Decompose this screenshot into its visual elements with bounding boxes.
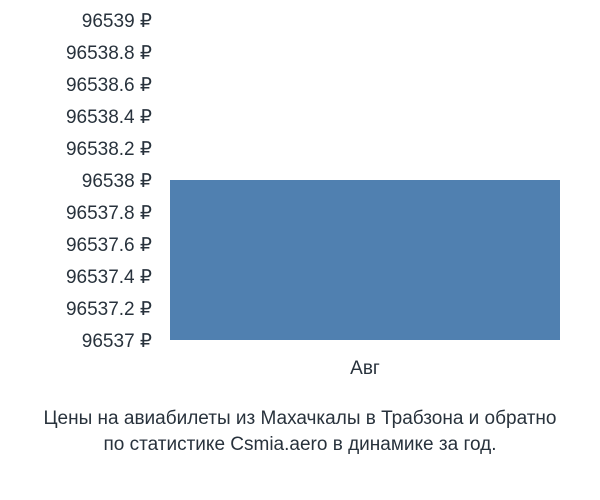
caption-line-2: по статистике Csmia.aero в динамике за г… — [0, 432, 600, 458]
plot-area — [160, 20, 570, 340]
y-tick-label: 96537.2 ₽ — [0, 298, 152, 321]
bar — [170, 180, 560, 340]
y-tick-label: 96537 ₽ — [0, 330, 152, 353]
y-tick-label: 96538.2 ₽ — [0, 138, 152, 161]
x-tick-label: Авг — [350, 358, 380, 380]
chart-container: 96537 ₽ 96537.2 ₽ 96537.4 ₽ 96537.6 ₽ 96537.… — [0, 0, 600, 500]
y-axis: 96537 ₽96537.2 ₽96537.4 ₽96537.6 ₽96537.… — [0, 20, 152, 340]
y-tick-label: 96538.4 ₽ — [0, 106, 152, 129]
y-tick-label: 96539 ₽ — [0, 10, 152, 33]
y-tick-label: 96537.8 ₽ — [0, 202, 152, 225]
y-tick-label: 96538.6 ₽ — [0, 74, 152, 97]
caption-line-1: Цены на авиабилеты из Махачкалы в Трабзо… — [0, 406, 600, 432]
y-tick-label: 96537.4 ₽ — [0, 266, 152, 289]
chart-caption: Цены на авиабилеты из Махачкалы в Трабзо… — [0, 406, 600, 458]
y-tick-label: 96537.6 ₽ — [0, 234, 152, 257]
y-tick-label: 96538.8 ₽ — [0, 42, 152, 65]
y-tick-label: 96538 ₽ — [0, 170, 152, 193]
